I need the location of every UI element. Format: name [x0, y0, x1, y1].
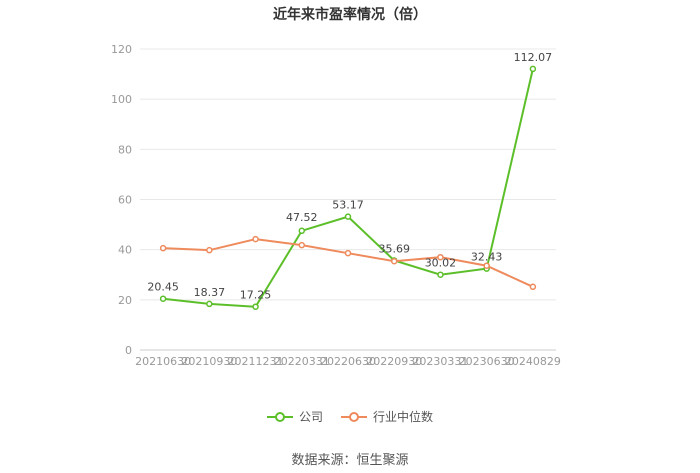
y-tick-label: 120	[111, 43, 132, 56]
x-tick-label: 20210630	[135, 355, 191, 368]
chart-title: 近年来市盈率情况（倍）	[273, 7, 427, 23]
x-tick-label: 20220331	[274, 355, 330, 368]
data-point	[159, 295, 167, 302]
data-point	[529, 283, 537, 291]
data-label: 30.02	[425, 257, 457, 270]
axes: 0204060801001202021063020210930202112312…	[111, 43, 561, 368]
series-line	[162, 68, 534, 308]
y-tick-label: 100	[111, 93, 132, 106]
x-tick-label: 20211231	[228, 355, 284, 368]
legend: 公司 行业中位数	[0, 408, 700, 425]
data-label: 17.25	[240, 289, 272, 302]
series-lines	[159, 65, 537, 310]
data-label: 35.69	[378, 242, 410, 255]
y-tick-label: 80	[118, 143, 132, 156]
data-point	[298, 241, 306, 249]
x-tick-label: 20240829	[505, 355, 561, 368]
source-note: 数据来源：恒生聚源	[291, 453, 409, 468]
legend-industry-label: 行业中位数	[373, 410, 434, 424]
data-point	[252, 235, 259, 243]
x-tick-label: 20230331	[412, 355, 468, 368]
legend-company-icon	[266, 411, 293, 422]
data-label: 18.37	[194, 286, 226, 299]
data-label: 20.45	[147, 281, 179, 294]
x-tick-label: 20220930	[366, 355, 422, 368]
y-tick-label: 20	[118, 294, 132, 307]
gridlines	[140, 48, 556, 351]
legend-item-company[interactable]: 公司	[266, 408, 323, 425]
data-point	[344, 213, 352, 220]
data-point	[390, 257, 398, 265]
y-tick-label: 60	[118, 194, 132, 207]
data-point	[344, 249, 352, 257]
data-point	[206, 300, 213, 308]
legend-item-industry[interactable]: 行业中位数	[341, 408, 433, 425]
data-point	[483, 262, 490, 269]
x-tick-label: 20220630	[320, 355, 376, 368]
data-point	[529, 65, 537, 73]
data-point	[159, 244, 167, 252]
data-point	[298, 227, 306, 235]
data-label: 53.17	[332, 199, 364, 212]
data-label: 112.07	[514, 51, 553, 64]
data-point	[206, 246, 213, 254]
legend-industry-icon	[341, 411, 367, 422]
data-label: 32.43	[471, 251, 503, 264]
legend-company-label: 公司	[298, 410, 323, 424]
data-point	[252, 303, 259, 310]
data-label: 47.52	[286, 211, 318, 224]
data-point	[437, 253, 444, 261]
data-point	[437, 271, 444, 278]
data-labels: 20.45 18.37 17.25 47.52 53.17 35.69 30.02 32.43…	[147, 51, 552, 302]
y-tick-label: 0	[125, 344, 132, 357]
x-tick-label: 20230630	[459, 355, 515, 368]
y-tick-label: 40	[118, 244, 132, 257]
x-tick-label: 20210930	[181, 355, 237, 368]
